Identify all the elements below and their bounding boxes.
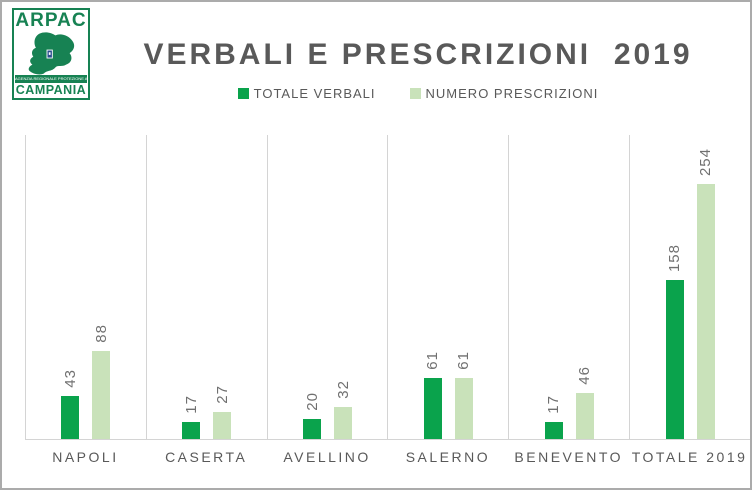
bar-value-label: 61 [455,351,473,370]
x-axis-label: BENEVENTO [514,449,624,465]
bar-value-label: 61 [424,351,442,370]
bar-value-label: 32 [334,380,352,399]
arpac-logo-campania-text: CAMPANIA [15,83,87,97]
legend: TOTALE VERBALI NUMERO PRESCRIZIONI [98,86,738,101]
legend-item: TOTALE VERBALI [237,86,376,101]
bar [303,419,322,439]
chart-title: VERBALI E PRESCRIZIONI 2019 [143,38,693,71]
x-axis-label: NAPOLI [52,449,119,465]
bar [92,351,111,439]
category-column: 158 254 [629,135,750,439]
bar-value-label: 17 [182,395,200,414]
bar-value-label: 254 [697,147,715,176]
bar [182,422,201,439]
bar-chart: 43 88 17 27 20 32 61 61 17 46 158 254 NAPOLI CASERTA… [25,135,750,465]
bar-value-label: 158 [666,243,684,272]
bar [213,412,232,439]
category-column: 17 27 [145,135,267,439]
legend-label: TOTALE VERBALI [253,86,376,101]
x-axis-label: SALERNO [405,449,491,465]
bar [575,393,594,439]
bar [423,378,442,439]
x-axis-label: AVELLINO [283,449,371,465]
legend-swatch-icon [409,88,421,99]
bar [334,407,353,439]
plot-area: 43 88 17 27 20 32 61 61 17 46 158 254 [25,135,750,440]
x-axis-labels: NAPOLI CASERTA AVELLINO SALERNO BENEVENTO TOT… [25,440,750,465]
bar-value-label: 17 [545,395,563,414]
bar-value-label: 43 [61,369,79,388]
legend-swatch-icon [237,88,249,99]
bar [61,396,80,439]
bar [454,378,473,439]
category-column: 43 88 [25,135,146,439]
category-column: 20 32 [266,135,388,439]
bar [665,280,684,439]
x-axis-label: TOTALE 2019 [631,449,748,465]
category-column: 17 46 [508,135,629,439]
arpac-logo: ARPAC AGENZIA REGIONALE PROTEZIONE AMBIE… [12,8,90,100]
x-axis-label: CASERTA [165,449,248,465]
arpac-logo-text: ARPAC [15,10,87,31]
bar-value-label: 20 [303,392,321,411]
arpac-logo-band-text: AGENZIA REGIONALE PROTEZIONE AMBIENTALE … [15,75,87,83]
bar-value-label: 27 [213,385,231,404]
bar-value-label: 46 [576,366,594,385]
bar [696,184,715,439]
campania-map-icon [28,32,75,75]
category-column: 61 61 [387,135,508,439]
bar-value-label: 88 [92,324,110,343]
legend-label: NUMERO PRESCRIZIONI [425,86,599,101]
legend-item: NUMERO PRESCRIZIONI [409,86,599,101]
bar [544,422,563,439]
